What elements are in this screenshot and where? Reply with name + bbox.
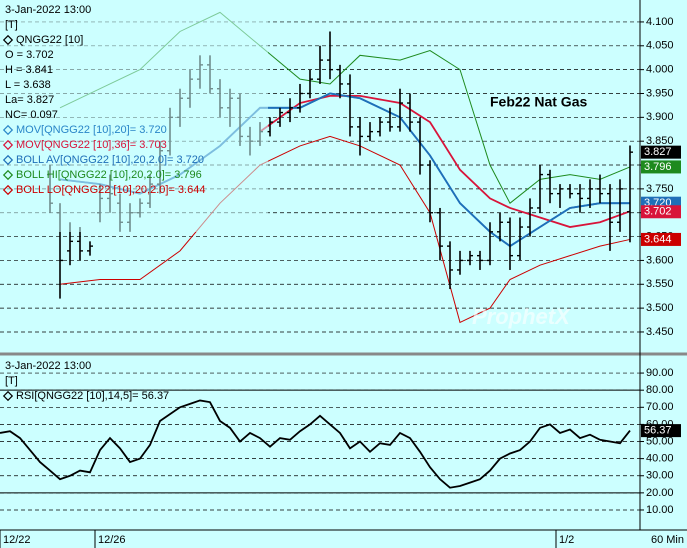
annotation: Feb22 Nat Gas — [490, 94, 587, 110]
value-flag — [641, 205, 681, 219]
watermark: ProphetX — [472, 304, 571, 329]
legend-entry: BOLL HI[QNGG22 [10],20,2.0]= 3.796 — [16, 169, 202, 181]
x-tick-label: 1/2 — [559, 534, 574, 546]
value-flag — [641, 160, 681, 174]
info-text: L = 3.638 — [5, 79, 51, 91]
value-flag-label: 3.702 — [644, 206, 672, 218]
legend-icon — [2, 184, 14, 196]
y-tick-label: 3.550 — [646, 278, 674, 290]
legend-entry: BOLL AV[QNGG22 [10],20,2.0]= 3.720 — [16, 154, 204, 166]
series-line — [259, 94, 631, 228]
legend-icon — [2, 139, 14, 151]
info-text: 3-Jan-2022 13:00 — [5, 4, 91, 16]
y-tick-label: 3.950 — [646, 87, 674, 99]
y-tick-label: 4.050 — [646, 40, 674, 52]
legend-icon — [2, 169, 14, 181]
y-tick-label: 40.00 — [646, 453, 674, 465]
y-tick-label: 70.00 — [646, 401, 674, 413]
y-tick-label: 3.450 — [646, 326, 674, 338]
legend-icon — [2, 124, 14, 136]
y-tick-label: 3.750 — [646, 183, 674, 195]
value-flag-label: 3.827 — [644, 146, 672, 158]
series-line — [0, 399, 631, 489]
info-text: 3-Jan-2022 13:00 — [5, 360, 91, 372]
info-text: La= 3.827 — [5, 94, 54, 106]
x-tick-label: 12/22 — [3, 534, 31, 546]
info-text: O = 3.702 — [5, 49, 54, 61]
y-tick-label: 50.00 — [646, 435, 674, 447]
y-tick-label: 3.900 — [646, 111, 674, 123]
value-flag — [641, 232, 681, 246]
y-tick-label: 3.600 — [646, 254, 674, 266]
y-tick-label: 80.00 — [646, 384, 674, 396]
info-text: QNGG22 [10] — [16, 34, 83, 46]
y-tick-label: 3.850 — [646, 135, 674, 147]
y-tick-label: 4.100 — [646, 16, 674, 28]
value-flag-label: 56.37 — [644, 425, 672, 437]
value-flag — [641, 145, 681, 159]
legend-entry: BOLL LO[QNGG22 [10],20,2.0]= 3.644 — [16, 184, 205, 196]
y-tick-label: 4.000 — [646, 64, 674, 76]
legend-icon — [2, 390, 14, 402]
info-text: [T] — [5, 375, 18, 387]
legend-fade — [0, 0, 268, 232]
value-flag — [641, 424, 681, 438]
value-flag-label: 3.644 — [644, 233, 672, 245]
legend-entry: MOV[QNGG22 [10],36]= 3.703 — [16, 139, 167, 151]
y-tick-label: 3.500 — [646, 302, 674, 314]
y-tick-label: 90.00 — [646, 367, 674, 379]
legend-icon — [2, 34, 14, 46]
series-line — [59, 135, 631, 324]
legend-entry: MOV[QNGG22 [10],20]= 3.720 — [16, 124, 167, 136]
info-text: H = 3.841 — [5, 64, 53, 76]
legend-entry: RSI[QNGG22 [10],14,5]= 56.37 — [16, 390, 169, 402]
x-tick-label: 12/26 — [98, 534, 126, 546]
value-flag-label: 3.796 — [644, 161, 672, 173]
y-tick-label: 10.00 — [646, 504, 674, 516]
interval-label: 60 Min — [651, 534, 684, 546]
y-tick-label: 30.00 — [646, 470, 674, 482]
y-tick-label: 20.00 — [646, 487, 674, 499]
info-text: NC= 0.097 — [5, 109, 58, 121]
info-text: [T] — [5, 19, 18, 31]
foreground: 3.4503.5003.5503.6003.6503.7003.7503.800… — [0, 4, 684, 548]
legend-icon — [2, 154, 14, 166]
